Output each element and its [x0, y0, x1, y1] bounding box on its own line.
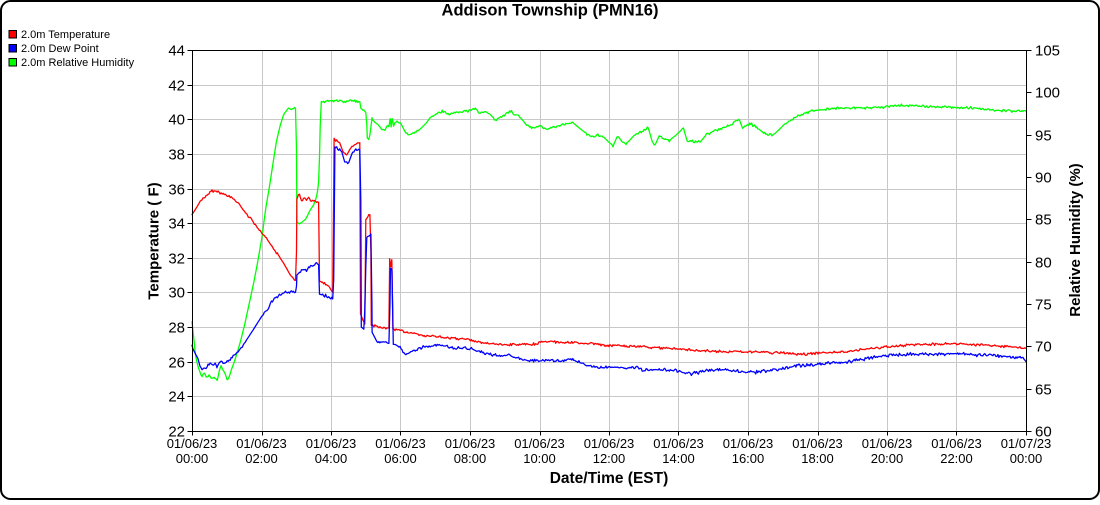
svg-text:Relative Humidity (%): Relative Humidity (%) — [1067, 163, 1084, 316]
svg-text:01/07/23: 01/07/23 — [1001, 436, 1052, 451]
svg-text:2.0m Dew Point: 2.0m Dew Point — [21, 43, 99, 55]
svg-text:32: 32 — [168, 251, 185, 268]
svg-text:36: 36 — [168, 182, 185, 199]
svg-text:01/06/23: 01/06/23 — [862, 436, 913, 451]
svg-text:01/06/23: 01/06/23 — [445, 436, 496, 451]
svg-text:02:00: 02:00 — [245, 451, 278, 466]
svg-text:04:00: 04:00 — [315, 451, 348, 466]
svg-text:Temperature ( F): Temperature ( F) — [146, 182, 163, 299]
svg-text:24: 24 — [168, 389, 185, 406]
svg-text:08:00: 08:00 — [454, 451, 487, 466]
svg-text:28: 28 — [168, 320, 185, 337]
svg-text:2.0m Relative Humidity: 2.0m Relative Humidity — [21, 57, 135, 69]
svg-text:65: 65 — [1035, 382, 1052, 399]
svg-text:40: 40 — [168, 112, 185, 129]
svg-text:38: 38 — [168, 147, 185, 164]
svg-text:60: 60 — [1035, 424, 1052, 441]
svg-text:14:00: 14:00 — [662, 451, 695, 466]
svg-text:12:00: 12:00 — [593, 451, 626, 466]
svg-text:30: 30 — [168, 285, 185, 302]
svg-text:70: 70 — [1035, 339, 1052, 356]
svg-text:01/06/23: 01/06/23 — [375, 436, 426, 451]
svg-text:22:00: 22:00 — [940, 451, 973, 466]
svg-text:Addison Township (PMN16): Addison Township (PMN16) — [442, 2, 659, 20]
svg-text:01/06/23: 01/06/23 — [167, 436, 218, 451]
svg-text:26: 26 — [168, 355, 185, 372]
svg-text:80: 80 — [1035, 255, 1052, 272]
svg-text:01/06/23: 01/06/23 — [306, 436, 357, 451]
svg-text:18:00: 18:00 — [801, 451, 834, 466]
svg-text:00:00: 00:00 — [1010, 451, 1043, 466]
svg-text:01/06/23: 01/06/23 — [792, 436, 843, 451]
svg-text:01/06/23: 01/06/23 — [514, 436, 565, 451]
svg-text:00:00: 00:00 — [176, 451, 209, 466]
svg-text:06:00: 06:00 — [384, 451, 417, 466]
svg-text:100: 100 — [1035, 85, 1060, 102]
svg-text:01/06/23: 01/06/23 — [584, 436, 635, 451]
svg-text:01/06/23: 01/06/23 — [236, 436, 287, 451]
svg-text:34: 34 — [168, 216, 185, 233]
svg-text:16:00: 16:00 — [732, 451, 765, 466]
svg-text:20:00: 20:00 — [871, 451, 904, 466]
svg-text:90: 90 — [1035, 170, 1052, 187]
svg-text:01/06/23: 01/06/23 — [653, 436, 704, 451]
svg-text:Date/Time (EST): Date/Time (EST) — [550, 470, 669, 487]
svg-text:105: 105 — [1035, 43, 1060, 60]
svg-text:42: 42 — [168, 78, 185, 95]
svg-text:01/06/23: 01/06/23 — [723, 436, 774, 451]
svg-text:10:00: 10:00 — [523, 451, 556, 466]
svg-text:2.0m Temperature: 2.0m Temperature — [21, 29, 110, 41]
svg-text:01/06/23: 01/06/23 — [931, 436, 982, 451]
svg-text:75: 75 — [1035, 297, 1052, 314]
svg-text:95: 95 — [1035, 128, 1052, 145]
svg-text:22: 22 — [168, 424, 185, 441]
svg-text:85: 85 — [1035, 212, 1052, 229]
svg-text:44: 44 — [168, 43, 185, 60]
